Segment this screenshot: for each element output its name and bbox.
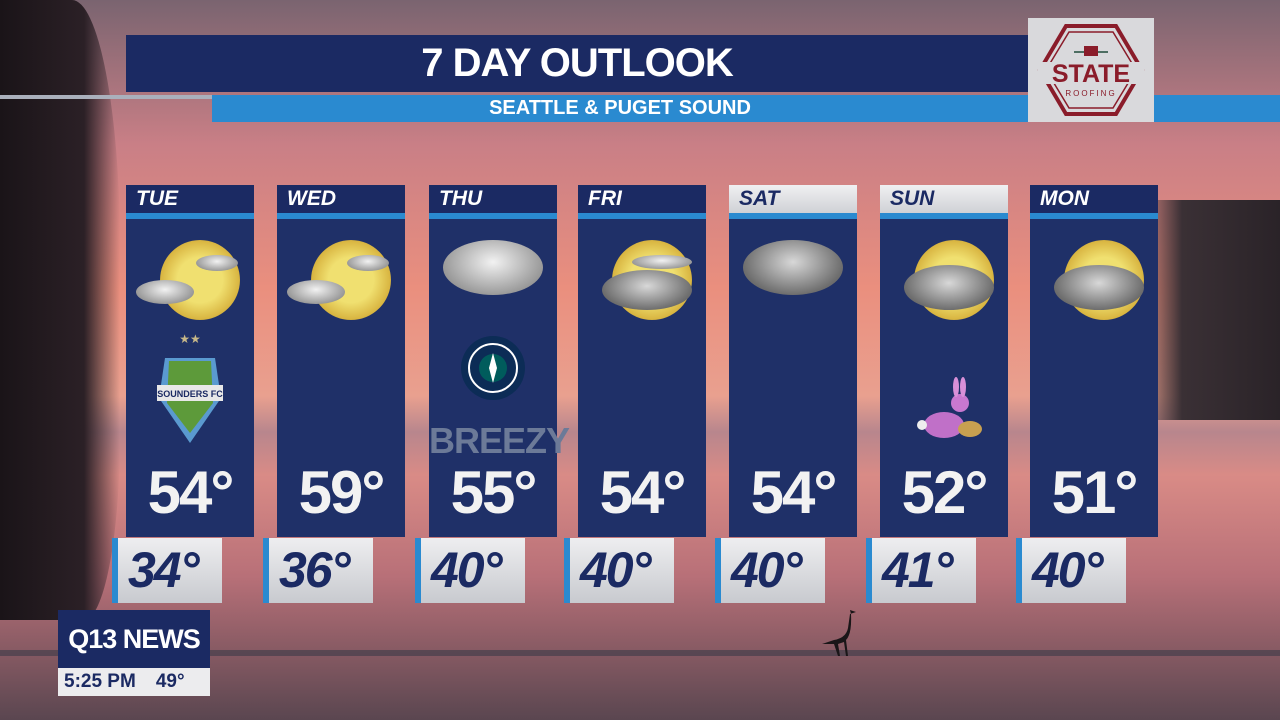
header-stripe [277,213,405,219]
low-temp: 34° [112,538,222,603]
high-temp: 54° [750,459,838,526]
water-reflection [0,650,1280,656]
tree-silhouette-right [1140,200,1280,420]
day-label: MON [1030,185,1158,213]
day-label: SUN [880,185,1008,213]
current-time: 5:25 PM [64,671,136,692]
forecast-day-sun: SUN 52° [880,185,1008,537]
high-temp: 54° [147,459,235,526]
low-temp: 40° [415,538,525,603]
cloud-icon [443,240,543,295]
easter-bunny-icon [880,375,1008,450]
sponsor-logo: STATE ROOFING [1028,18,1154,122]
sponsor-tagline: ROOFING [1065,89,1116,98]
day-label: THU [429,185,557,213]
cloud-icon [196,255,238,271]
partly-sunny-icon [287,235,391,325]
header-stripe [429,213,557,219]
forecast-day-tue: TUE ★★ SOUNDERS FC 54° [126,185,254,537]
mostly-cloudy-icon [592,235,692,325]
low-temp: 40° [1016,538,1126,603]
forecast-day-wed: WED 59° [277,185,405,537]
high-temp: 51° [1051,459,1139,526]
sponsor-name: STATE [1052,60,1130,88]
page-title: 7 DAY OUTLOOK [126,35,1028,92]
mostly-cloudy-showers-icon [894,235,994,325]
high-temp: 55° [450,459,538,526]
station-brand: Q13 NEWS [68,624,201,654]
low-temp: 40° [715,538,825,603]
day-label: TUE [126,185,254,213]
breezy-label: BREEZY [429,420,570,461]
forecast-day-thu: THU BREEZY 55° [429,185,570,537]
cloud-icon [904,265,994,310]
day-label: SAT [729,185,857,213]
forecast-day-fri: FRI 54° [578,185,706,537]
seattle-mariners-logo [429,335,557,406]
sounders-text: SOUNDERS FC [157,389,223,399]
divider [0,95,212,99]
header-stripe [578,213,706,219]
cloud-icon [136,280,194,304]
svg-text:★★: ★★ [179,333,201,346]
high-temp: 54° [599,459,687,526]
header-stripe [126,213,254,219]
low-temp: 36° [263,538,373,603]
header-stripe [1030,213,1158,219]
partly-sunny-icon [136,235,240,325]
current-temp: 49° [155,671,185,692]
forecast-day-sat: SAT 54° [729,185,857,537]
header-stripe [729,213,857,219]
sounders-fc-logo: ★★ SOUNDERS FC [126,332,254,453]
station-bug: Q13 NEWS 5:25 PM 49° [58,610,210,696]
header-stripe [880,213,1008,219]
cloud-icon [1054,265,1144,310]
high-temp: 59° [298,459,386,526]
low-temp: 40° [564,538,674,603]
cloud-icon [632,255,692,269]
heron-silhouette [822,610,856,656]
cloud-icon [347,255,389,271]
mostly-cloudy-showers-icon [1044,235,1144,325]
high-temp: 52° [901,459,989,526]
showers-icon [743,235,843,325]
time-temp-strip: 5:25 PM 49° [58,668,210,696]
cloud-icon [602,270,692,310]
day-label: WED [277,185,405,213]
day-label: FRI [578,185,706,213]
forecast-day-mon: MON 51° [1030,185,1158,537]
subtitle: SEATTLE & PUGET SOUND [489,97,751,119]
cloud-icon [743,240,843,295]
low-temp: 41° [866,538,976,603]
cloud-icon [287,280,345,304]
rain-cloud-icon [443,235,543,325]
tree-silhouette [0,0,120,620]
